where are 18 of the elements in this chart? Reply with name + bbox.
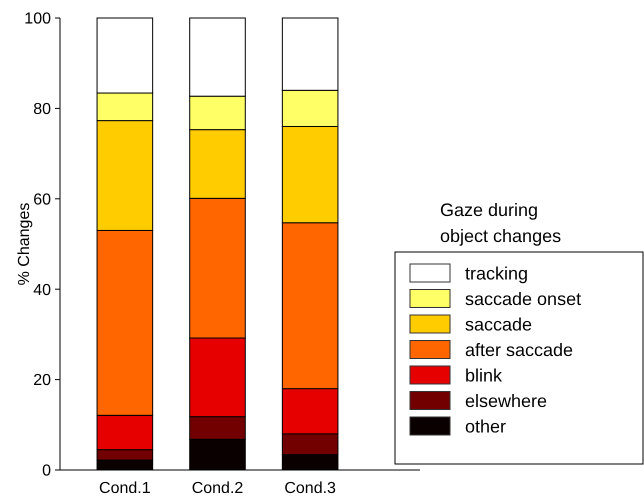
legend-title: Gaze during object changes [440,200,562,246]
legend-label: blink [465,365,504,386]
y-tick-label: 100 [24,10,52,28]
legend-label: saccade onset [465,288,582,309]
y-tick-label: 0 [42,462,52,480]
y-tick-label: 60 [33,191,52,208]
y-tick-label: 80 [33,101,52,118]
y-tick-label: 20 [33,372,52,390]
x-tick-label: Cond.3 [284,480,336,497]
legend-label: saccade [465,314,532,334]
legend-label: other [465,416,506,436]
y-axis-title: % Changes [16,202,33,286]
x-tick-label: Cond.2 [192,480,244,497]
text: tracking [465,263,528,284]
y-tick-label: 40 [33,282,52,299]
x-tick-label: Cond.1 [99,480,151,497]
legend-label: after saccade [465,340,574,360]
legend-label: elsewhere [465,390,548,411]
